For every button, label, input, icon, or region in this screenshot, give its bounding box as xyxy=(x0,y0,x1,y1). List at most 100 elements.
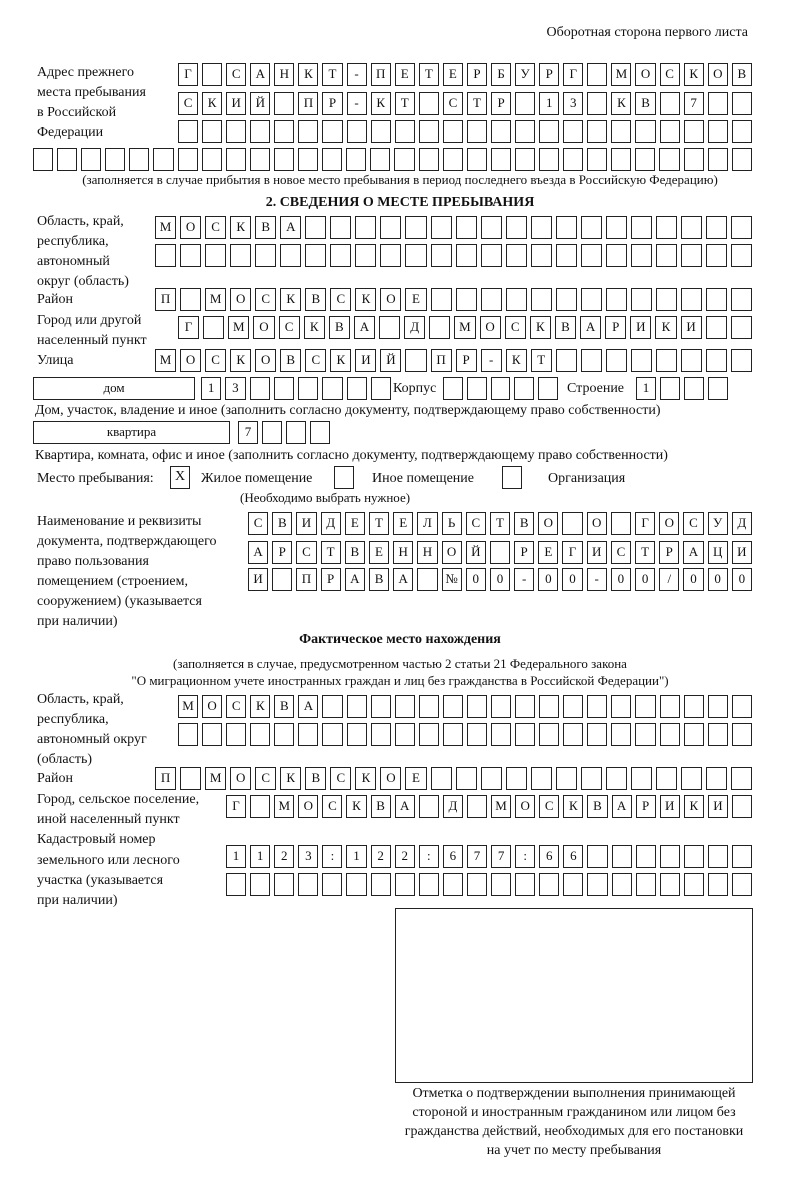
letter-cell[interactable]: К xyxy=(230,216,252,239)
letter-cell[interactable] xyxy=(731,873,753,896)
letter-cell[interactable]: М xyxy=(491,795,512,818)
letter-cell[interactable] xyxy=(635,873,656,896)
letter-cell[interactable]: Б xyxy=(491,63,512,86)
letter-cell[interactable] xyxy=(707,845,728,868)
letter-cell[interactable] xyxy=(33,148,54,171)
letter-cell[interactable]: М xyxy=(228,316,250,339)
letter-cell[interactable] xyxy=(515,873,536,896)
letter-cell[interactable] xyxy=(298,723,319,746)
letter-cell[interactable]: М xyxy=(205,767,227,790)
letter-cell[interactable] xyxy=(226,723,247,746)
letter-cell[interactable]: 0 xyxy=(635,568,656,591)
letter-cell[interactable] xyxy=(490,148,511,171)
letter-cell[interactable] xyxy=(480,288,502,311)
letter-cell[interactable] xyxy=(370,120,391,143)
letter-cell[interactable] xyxy=(580,244,602,267)
letter-cell[interactable] xyxy=(430,216,452,239)
letter-cell[interactable] xyxy=(180,767,202,790)
letter-cell[interactable]: 0 xyxy=(562,568,583,591)
letter-cell[interactable]: П xyxy=(155,288,177,311)
letter-cell[interactable] xyxy=(505,288,527,311)
letter-cell[interactable]: В xyxy=(328,316,350,339)
letter-cell[interactable]: С xyxy=(683,512,704,535)
letter-cell[interactable]: Л xyxy=(417,512,438,535)
letter-cell[interactable]: В xyxy=(280,349,302,372)
letter-cell[interactable]: В xyxy=(305,288,327,311)
letter-cell[interactable] xyxy=(178,723,199,746)
letter-cell[interactable]: Т xyxy=(394,92,415,115)
letter-cell[interactable]: К xyxy=(370,92,391,115)
letter-cell[interactable] xyxy=(418,873,439,896)
letter-cell[interactable] xyxy=(707,723,728,746)
letter-cell[interactable] xyxy=(442,120,463,143)
letter-cell[interactable] xyxy=(250,120,271,143)
letter-cell[interactable] xyxy=(659,845,680,868)
letter-cell[interactable]: Й xyxy=(380,349,402,372)
letter-cell[interactable] xyxy=(505,767,527,790)
letter-cell[interactable] xyxy=(455,244,477,267)
letter-cell[interactable] xyxy=(155,244,177,267)
letter-cell[interactable] xyxy=(370,873,391,896)
letter-cell[interactable] xyxy=(442,695,463,718)
letter-cell[interactable] xyxy=(405,244,427,267)
letter-cell[interactable]: К xyxy=(202,92,223,115)
letter-cell[interactable]: А xyxy=(298,695,319,718)
letter-cell[interactable] xyxy=(659,723,680,746)
letter-cell[interactable] xyxy=(563,873,584,896)
letter-cell[interactable] xyxy=(587,723,608,746)
letter-cell[interactable] xyxy=(611,723,632,746)
letter-cell[interactable] xyxy=(455,288,477,311)
letter-cell[interactable] xyxy=(515,120,536,143)
letter-cell[interactable]: Р xyxy=(272,541,293,564)
letter-cell[interactable] xyxy=(272,568,293,591)
letter-cell[interactable] xyxy=(480,216,502,239)
letter-cell[interactable] xyxy=(346,695,367,718)
letter-cell[interactable] xyxy=(370,723,391,746)
letter-cell[interactable] xyxy=(731,349,753,372)
letter-cell[interactable]: В xyxy=(274,695,295,718)
letter-cell[interactable] xyxy=(330,216,352,239)
letter-cell[interactable]: О xyxy=(479,316,501,339)
letter-cell[interactable] xyxy=(707,92,728,115)
letter-cell[interactable]: С xyxy=(278,316,300,339)
letter-cell[interactable] xyxy=(249,148,270,171)
house-type-field[interactable]: дом xyxy=(33,377,195,400)
letter-cell[interactable] xyxy=(418,92,439,115)
letter-cell[interactable] xyxy=(180,244,202,267)
letter-cell[interactable] xyxy=(370,148,391,171)
letter-cell[interactable]: В xyxy=(370,795,391,818)
letter-cell[interactable] xyxy=(346,120,367,143)
letter-cell[interactable] xyxy=(680,244,703,267)
letter-cell[interactable]: Н xyxy=(274,63,295,86)
letter-cell[interactable]: О xyxy=(255,349,277,372)
letter-cell[interactable] xyxy=(178,120,199,143)
letter-cell[interactable]: В xyxy=(255,216,277,239)
letter-cell[interactable] xyxy=(418,120,439,143)
letter-cell[interactable]: Д xyxy=(731,512,752,535)
letter-cell[interactable] xyxy=(442,148,463,171)
letter-cell[interactable] xyxy=(611,845,632,868)
letter-cell[interactable]: А xyxy=(353,316,375,339)
letter-cell[interactable]: Т xyxy=(530,349,552,372)
letter-cell[interactable]: А xyxy=(393,568,414,591)
region-row-2[interactable] xyxy=(155,244,753,267)
letter-cell[interactable] xyxy=(731,767,753,790)
letter-cell[interactable] xyxy=(580,216,602,239)
letter-cell[interactable] xyxy=(322,120,343,143)
letter-cell[interactable]: Т xyxy=(322,63,343,86)
letter-cell[interactable]: А xyxy=(250,63,271,86)
letter-cell[interactable]: П xyxy=(296,568,317,591)
letter-cell[interactable]: М xyxy=(178,695,199,718)
letter-cell[interactable]: С xyxy=(539,795,560,818)
letter-cell[interactable] xyxy=(466,795,488,818)
letter-cell[interactable]: А xyxy=(683,541,704,564)
letter-cell[interactable] xyxy=(538,148,560,171)
letter-cell[interactable] xyxy=(394,873,415,896)
letter-cell[interactable] xyxy=(587,873,608,896)
letter-cell[interactable] xyxy=(530,767,552,790)
